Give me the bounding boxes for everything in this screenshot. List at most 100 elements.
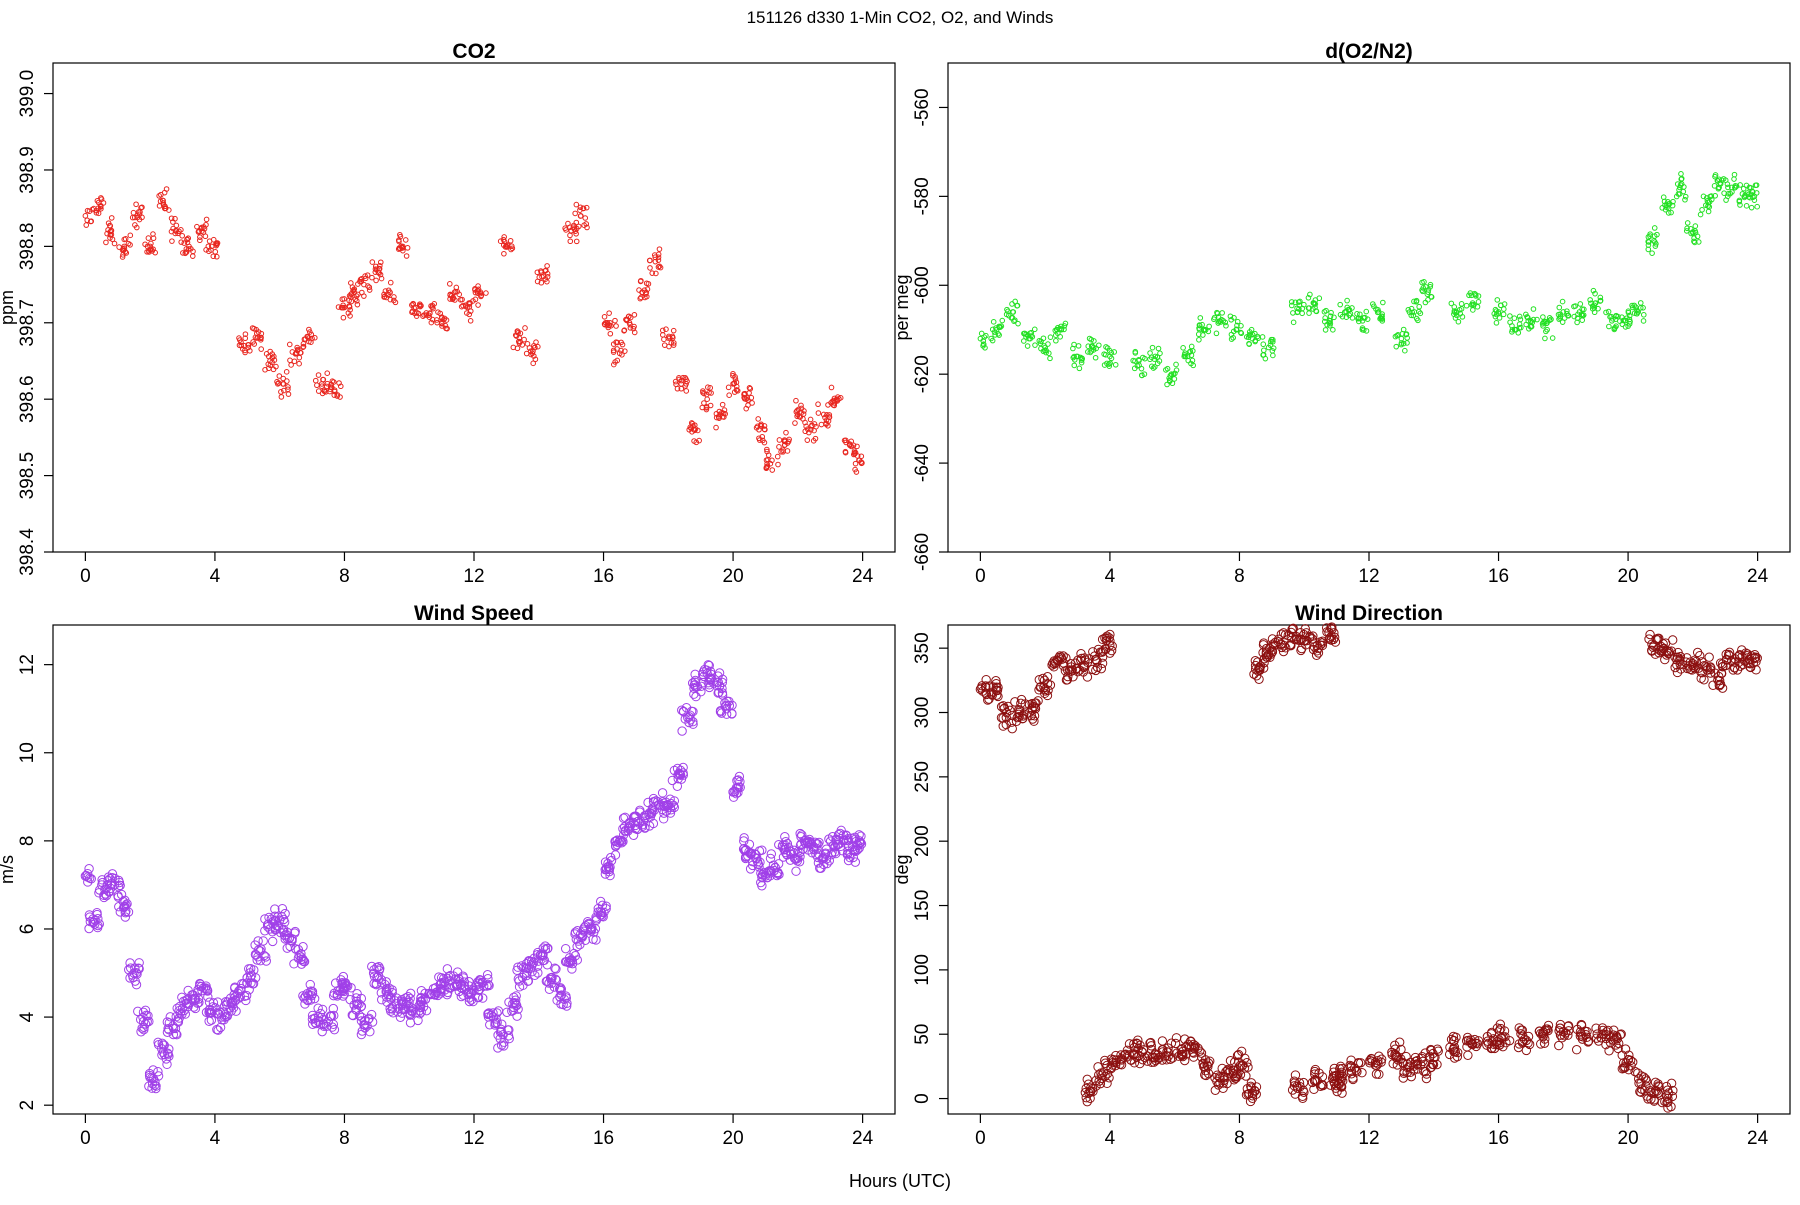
panel-1-point — [127, 242, 133, 248]
panel-1-point — [792, 420, 798, 426]
panel-1-point — [417, 303, 423, 310]
panel-1-point — [278, 389, 284, 395]
panel-4-point — [1020, 699, 1030, 709]
panel-3-point — [811, 838, 822, 849]
panel-2-point — [1078, 359, 1085, 366]
panel-1-point — [160, 202, 167, 208]
panel-2-point — [1170, 371, 1177, 377]
panel-1-point — [87, 218, 94, 225]
panel-1-point — [148, 240, 154, 247]
panel-1-point — [448, 292, 455, 299]
panel-3-point — [135, 1014, 146, 1025]
panel-2-point — [1712, 173, 1718, 180]
panel-3-point — [680, 714, 690, 724]
panel-2-point — [1468, 302, 1475, 308]
panel-4-point — [1085, 1086, 1095, 1096]
panel-1-xtick-label: 0 — [80, 566, 91, 587]
panel-2-point — [1724, 181, 1731, 187]
panel-4-point — [1748, 658, 1759, 668]
panel-2-point — [1611, 326, 1618, 333]
panel-2-point — [1003, 311, 1010, 318]
panel-1-point — [659, 327, 666, 334]
panel-2-point — [1571, 303, 1577, 310]
panel-1-point — [103, 239, 109, 246]
panel-3-point — [208, 998, 219, 1008]
panel-3-point — [526, 956, 537, 967]
panel-1-point — [434, 319, 440, 326]
panel-1-point — [251, 341, 258, 347]
panel-3-point — [305, 979, 315, 990]
panel-3-point — [647, 805, 658, 815]
panel-3-point — [533, 968, 543, 978]
panel-4-point — [1448, 1031, 1459, 1042]
panel-4-point — [1644, 634, 1654, 644]
panel-1-point — [853, 469, 860, 475]
panel-4-point — [1705, 668, 1716, 678]
panel-1-point — [526, 345, 533, 351]
panel-4-point — [1130, 1049, 1140, 1059]
panel-1-point — [604, 322, 611, 329]
panel-3-point — [106, 880, 116, 890]
panel-1-point — [329, 378, 336, 384]
panel-3-point — [204, 1016, 214, 1026]
panel-3-point — [172, 1003, 182, 1013]
panel-2-point — [1321, 308, 1328, 315]
panel-1-point — [842, 448, 849, 455]
panel-2-point — [1540, 323, 1546, 329]
panel-3-point — [728, 787, 738, 797]
panel-3-point — [374, 965, 385, 976]
panel-1-point — [337, 394, 343, 400]
panel-3-point — [130, 976, 140, 986]
panel-3-point — [530, 970, 540, 980]
panel-1-point — [565, 220, 571, 227]
panel-4-point — [1290, 634, 1300, 645]
panel-4-point — [1196, 1052, 1207, 1062]
panel-3-point — [215, 1007, 225, 1017]
panel-3-point — [299, 957, 310, 967]
panel-1-point — [183, 249, 190, 255]
panel-2-point — [990, 319, 997, 325]
panel-2-point — [1322, 327, 1329, 333]
panel-1-point — [287, 357, 293, 364]
panel-3-point — [757, 845, 767, 855]
panel-2-point — [1652, 239, 1658, 245]
panel-4-plot-frame — [947, 624, 1791, 1115]
panel-4-point — [1027, 714, 1038, 724]
panel-2-point — [1421, 279, 1427, 285]
panel-1-point — [474, 290, 481, 296]
panel-4-ytick-label: 200 — [912, 825, 933, 857]
panel-1-point — [534, 269, 541, 276]
panel-4-point — [1608, 1035, 1619, 1045]
panel-2-point — [1377, 314, 1384, 321]
panel-1-point — [285, 384, 291, 390]
panel-2-point — [1038, 345, 1044, 352]
panel-4-point — [1392, 1060, 1403, 1070]
panel-3-point — [264, 912, 274, 923]
panel-2-ytick-label: -560 — [912, 88, 933, 126]
panel-1-point — [826, 412, 833, 418]
panel-4-xtick-label: 8 — [1234, 1128, 1245, 1149]
panel-3-point — [538, 943, 548, 953]
panel-4-ytick-label: 300 — [912, 697, 933, 729]
panel-1-point — [507, 237, 514, 244]
panel-2-xtick-label: 0 — [975, 566, 986, 587]
panel-2-point — [1607, 314, 1613, 320]
panel-1-point — [732, 376, 739, 382]
panel-3-point — [727, 709, 737, 719]
panel-4-point — [1652, 1086, 1662, 1096]
panel-4-point — [1650, 1077, 1661, 1088]
panel-1-point — [195, 229, 202, 235]
panel-3-point — [744, 839, 755, 850]
panel-2-point — [1057, 333, 1063, 340]
panel-4-point — [1661, 1081, 1672, 1092]
panel-3-point — [317, 1026, 327, 1037]
panel-2-point — [1394, 332, 1400, 339]
panel-3-point — [706, 673, 716, 683]
panel-4-point — [1630, 1066, 1640, 1077]
panel-1-point — [807, 416, 814, 423]
panel-2-xtick-label: 8 — [1234, 566, 1245, 587]
panel-3-point — [628, 817, 638, 828]
panel-3-point — [244, 984, 254, 995]
panel-1-point — [783, 429, 789, 436]
panel-2-point — [1580, 312, 1587, 318]
